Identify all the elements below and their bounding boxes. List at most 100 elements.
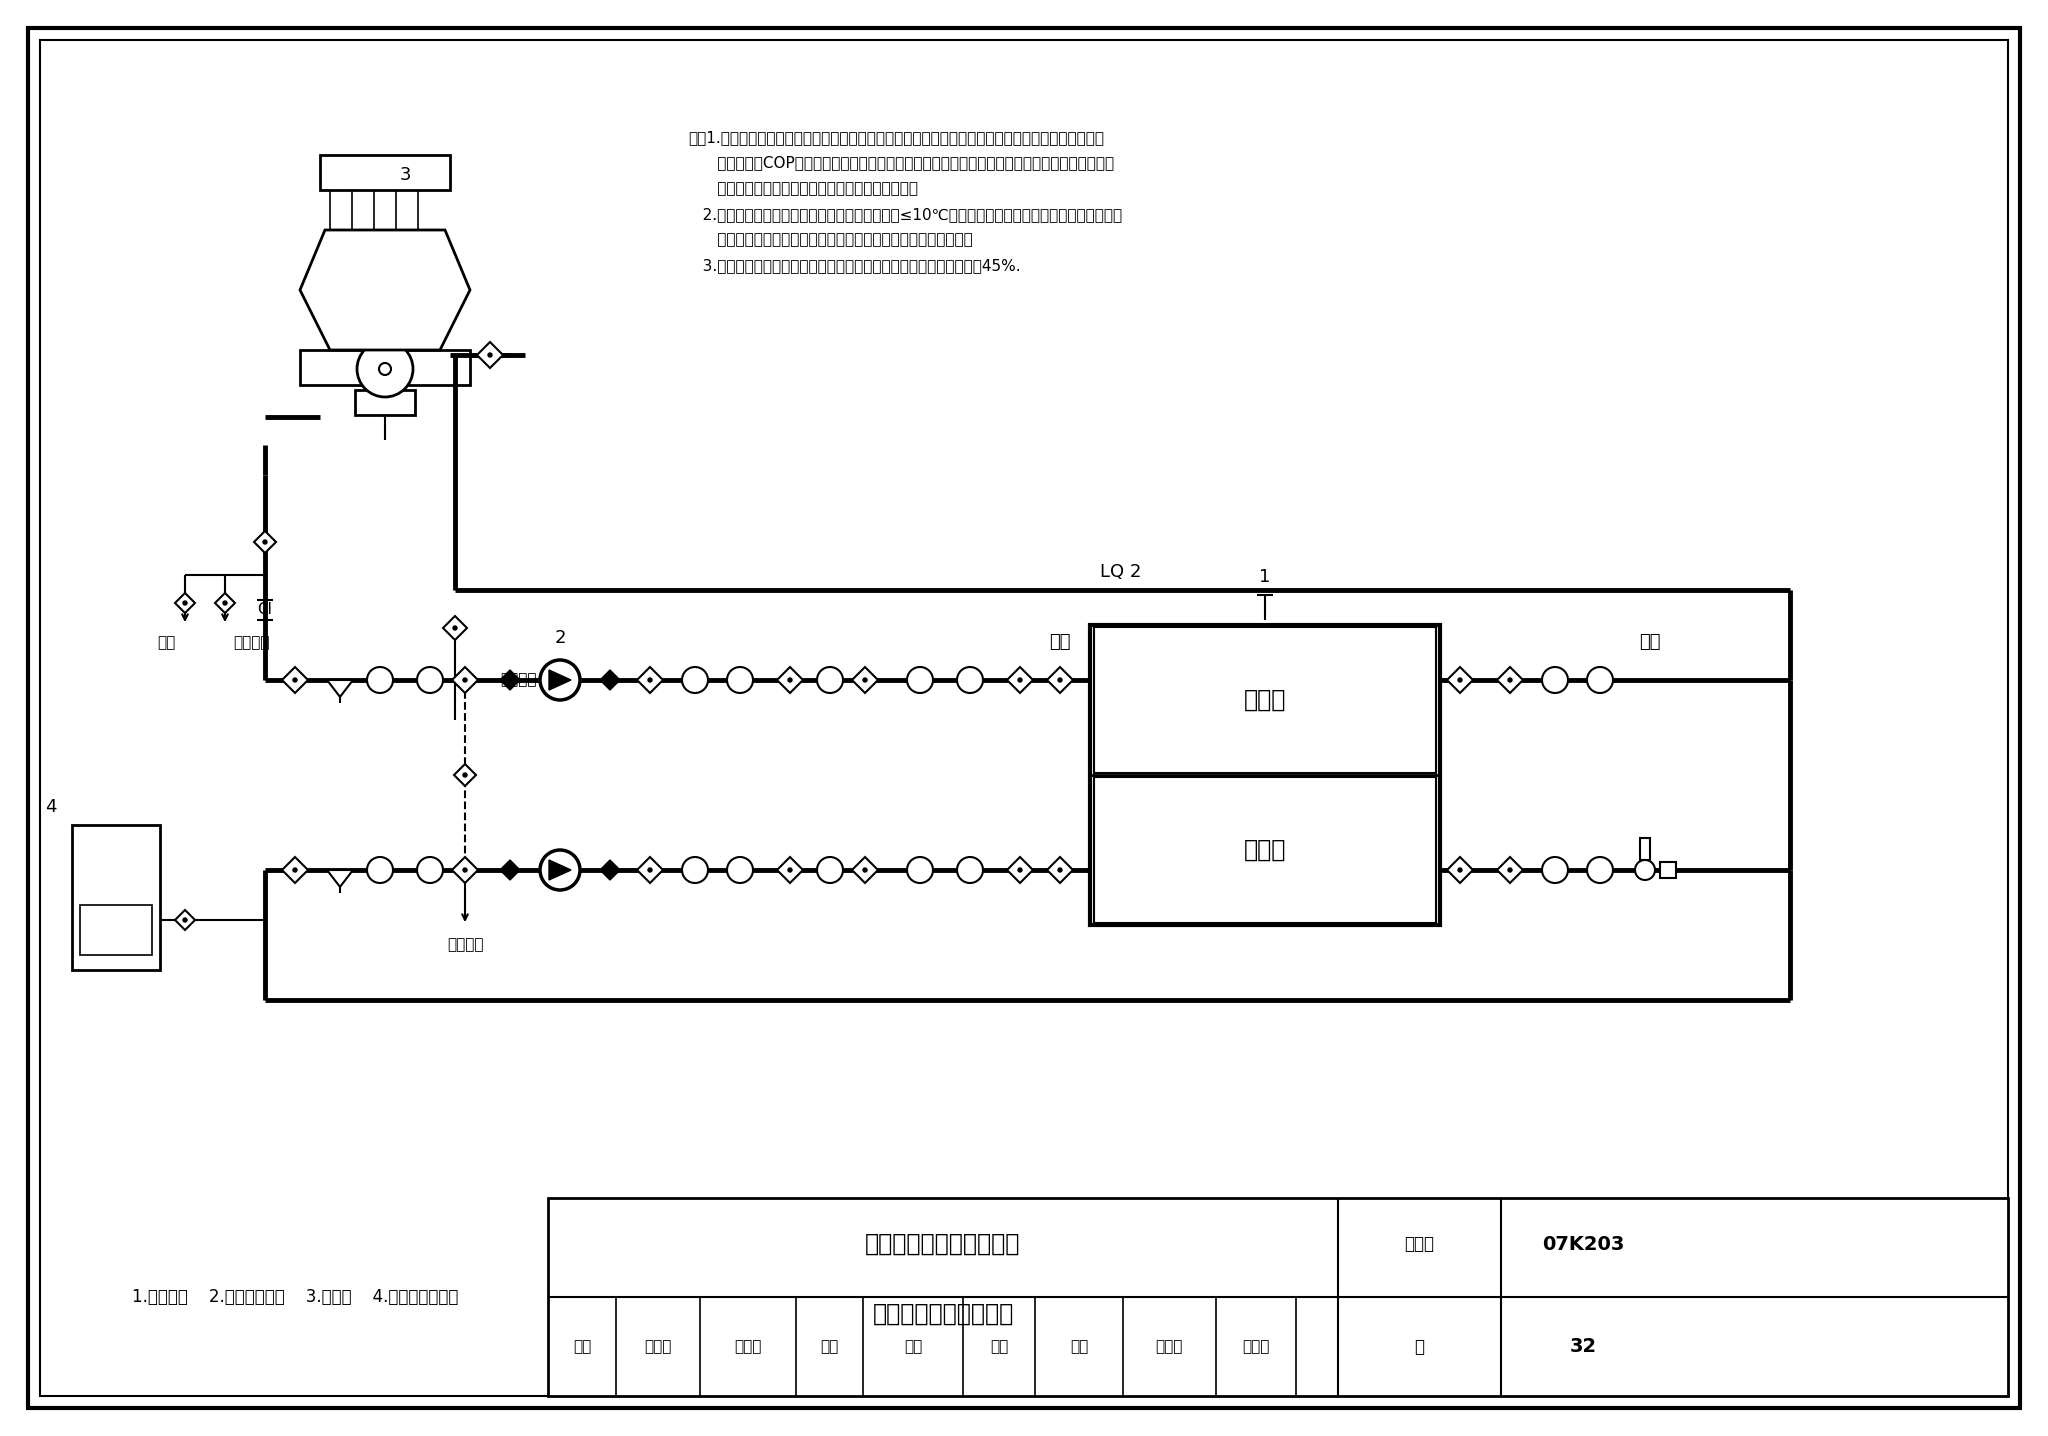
Bar <box>1640 839 1651 860</box>
Polygon shape <box>1047 857 1073 883</box>
Circle shape <box>862 678 866 682</box>
Text: 恒七季: 恒七季 <box>735 1340 762 1354</box>
Bar <box>354 391 416 415</box>
Polygon shape <box>1047 666 1073 694</box>
Circle shape <box>367 666 393 694</box>
Polygon shape <box>852 666 879 694</box>
Circle shape <box>1507 867 1511 872</box>
Text: 冬季泄水: 冬季泄水 <box>233 636 270 651</box>
Text: 1: 1 <box>1260 569 1270 586</box>
Polygon shape <box>600 860 621 880</box>
Circle shape <box>1507 678 1511 682</box>
Polygon shape <box>600 671 621 691</box>
Circle shape <box>223 602 227 605</box>
Text: 页: 页 <box>1413 1338 1423 1356</box>
Circle shape <box>727 666 754 694</box>
Polygon shape <box>1008 666 1032 694</box>
Circle shape <box>817 857 844 883</box>
Polygon shape <box>215 593 236 613</box>
Polygon shape <box>776 666 803 694</box>
Circle shape <box>541 661 580 699</box>
Text: 审核: 审核 <box>573 1340 592 1354</box>
Circle shape <box>182 602 186 605</box>
Text: 冷水: 冷水 <box>1049 633 1071 651</box>
Polygon shape <box>1448 857 1473 883</box>
Text: 冷水: 冷水 <box>1638 633 1661 651</box>
Circle shape <box>682 666 709 694</box>
Text: 补水: 补水 <box>158 636 174 651</box>
Circle shape <box>1634 860 1655 880</box>
Polygon shape <box>1448 666 1473 694</box>
Polygon shape <box>299 230 469 350</box>
Text: 图集号: 图集号 <box>1405 1235 1434 1254</box>
Polygon shape <box>637 666 664 694</box>
Circle shape <box>379 363 391 375</box>
Circle shape <box>907 666 934 694</box>
Polygon shape <box>283 857 307 883</box>
Polygon shape <box>852 857 879 883</box>
Circle shape <box>418 857 442 883</box>
Text: 冷机具有自由制冷功能的: 冷机具有自由制冷功能的 <box>866 1232 1020 1256</box>
Bar <box>1094 777 1436 923</box>
Polygon shape <box>549 671 571 691</box>
Polygon shape <box>1497 666 1524 694</box>
Polygon shape <box>500 860 520 880</box>
Circle shape <box>682 857 709 883</box>
Circle shape <box>1458 678 1462 682</box>
Polygon shape <box>328 870 352 887</box>
Text: 4: 4 <box>45 798 57 816</box>
Polygon shape <box>254 531 276 553</box>
Bar <box>72 826 160 969</box>
Text: 冬季泄水: 冬季泄水 <box>500 672 537 688</box>
Circle shape <box>1018 867 1022 872</box>
Text: 32: 32 <box>1569 1337 1597 1357</box>
Circle shape <box>956 666 983 694</box>
Circle shape <box>463 773 467 777</box>
Text: 康清: 康清 <box>903 1340 922 1354</box>
Text: 2: 2 <box>555 629 565 648</box>
Text: Cl: Cl <box>258 603 272 617</box>
Polygon shape <box>328 681 352 696</box>
Text: 1.冷水机组    2.冷却水循环泵    3.冷却塔    4.自动水处理装置: 1.冷水机组 2.冷却水循环泵 3.冷却塔 4.自动水处理装置 <box>131 1288 459 1305</box>
Circle shape <box>541 850 580 890</box>
Text: 注：1.自由制冷也称为免费制冷，是当外界温度较低的情况下制冷机组不启动压缩机的一种供冷方式，
      此时机组的COP接近无穷大。其工作原理是：机组把液器中: 注：1.自由制冷也称为免费制冷，是当外界温度较低的情况下制冷机组不启动压缩机的一… <box>688 131 1122 273</box>
Circle shape <box>367 857 393 883</box>
Circle shape <box>1059 678 1063 682</box>
Circle shape <box>182 918 186 922</box>
Circle shape <box>487 353 492 358</box>
Bar <box>549 1198 2007 1396</box>
Circle shape <box>1587 857 1614 883</box>
Circle shape <box>817 666 844 694</box>
Polygon shape <box>283 666 307 694</box>
Polygon shape <box>453 666 477 694</box>
Circle shape <box>1542 857 1569 883</box>
Circle shape <box>647 678 651 682</box>
Circle shape <box>788 867 793 872</box>
Text: 空调冷却水系统原理图: 空调冷却水系统原理图 <box>872 1302 1014 1325</box>
Circle shape <box>453 626 457 630</box>
Circle shape <box>727 857 754 883</box>
Bar <box>1090 625 1440 925</box>
Polygon shape <box>453 857 477 883</box>
Bar <box>1094 628 1436 773</box>
Circle shape <box>1458 867 1462 872</box>
Circle shape <box>262 540 266 544</box>
Circle shape <box>463 867 467 872</box>
Bar <box>319 155 451 190</box>
Polygon shape <box>174 593 195 613</box>
Polygon shape <box>1497 857 1524 883</box>
Text: 任小亭: 任小亭 <box>645 1340 672 1354</box>
Circle shape <box>356 340 414 396</box>
Text: 冬季泄水: 冬季泄水 <box>446 938 483 952</box>
Text: 殷固艳: 殷固艳 <box>1155 1340 1182 1354</box>
Circle shape <box>647 867 651 872</box>
Circle shape <box>788 678 793 682</box>
Text: 蒸发器: 蒸发器 <box>1243 688 1286 712</box>
Polygon shape <box>442 616 467 640</box>
Text: 冷凝器: 冷凝器 <box>1243 839 1286 862</box>
Bar <box>1661 862 1675 877</box>
Polygon shape <box>1008 857 1032 883</box>
Text: 设计: 设计 <box>1069 1340 1087 1354</box>
Text: LQ 2: LQ 2 <box>1100 563 1141 582</box>
Circle shape <box>293 867 297 872</box>
